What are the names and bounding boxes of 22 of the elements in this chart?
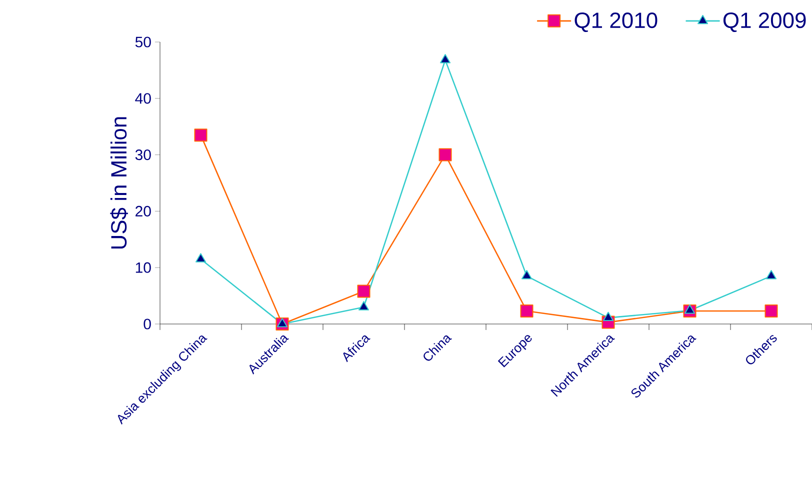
point [194,128,208,142]
y-tick-label: 50 [135,36,151,48]
point [276,318,288,328]
y-tick-label: 0 [144,318,151,330]
point [684,304,696,314]
y-tick-label: 30 [135,149,151,160]
point [357,284,370,298]
point [195,253,206,262]
legend-label: Q1 2010 [574,12,658,32]
y-axis-title: US$ in Million [110,117,128,249]
point [766,270,777,280]
point [521,270,532,280]
point [438,148,452,162]
point [520,304,534,318]
point [358,301,370,310]
point [440,54,451,64]
y-tick-label: 20 [136,206,151,217]
legend-label: Q1 2009 [723,12,806,32]
point [764,304,778,318]
y-tick-label: 10 [136,262,151,273]
y-tick-label: 40 [135,93,151,104]
point [602,312,614,322]
